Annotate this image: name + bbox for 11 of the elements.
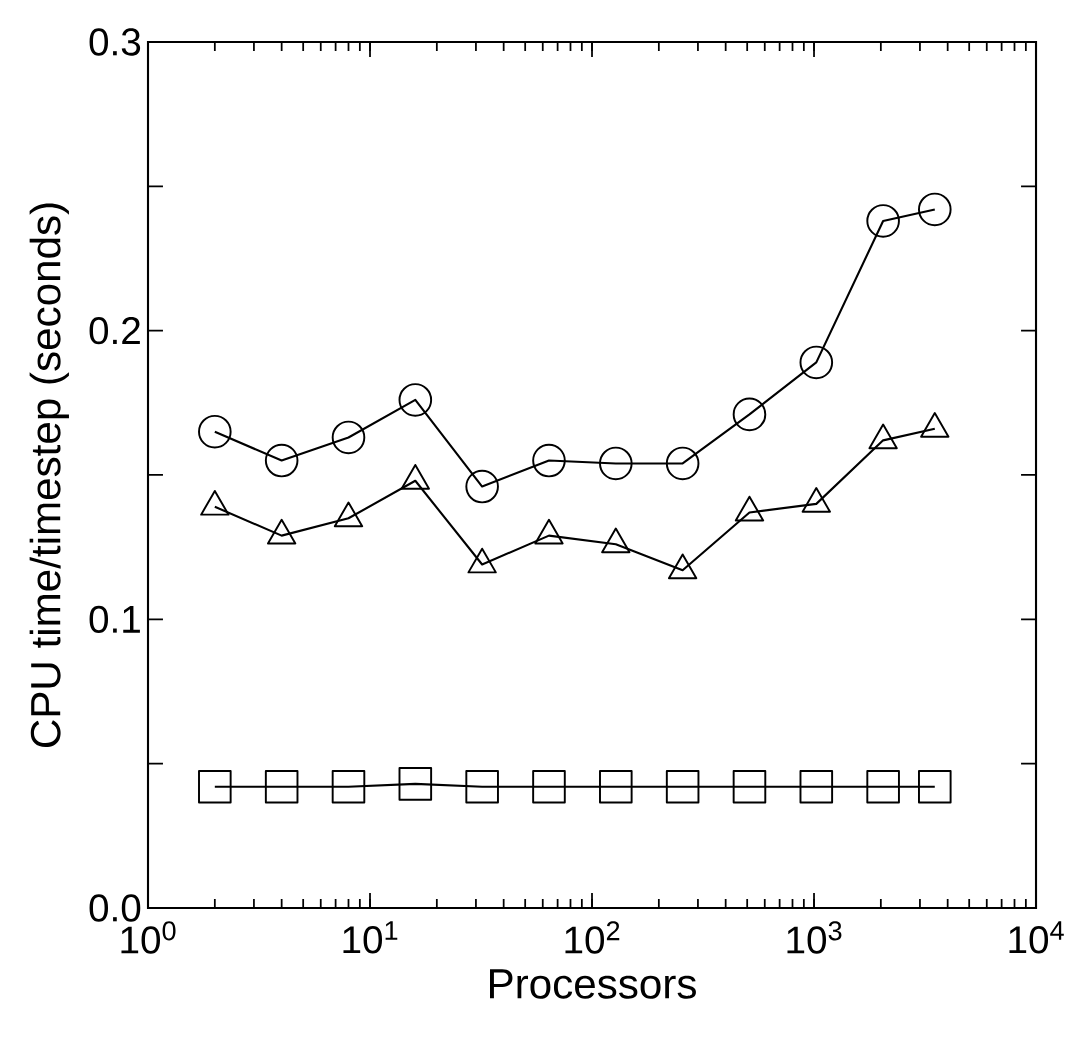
x-tick-label: 10$^{0}$ [121,921,176,954]
x-axis-title: Processors [490,969,696,999]
x-tick-label: 10$^{3}$ [787,921,842,954]
y-axis-title: CPU time/timestep (seconds) [29,203,69,748]
y-tick-label: 0.0 [89,894,141,922]
y-tick-label: 0.3 [89,28,141,56]
x-tick-label: 10$^{2}$ [565,921,620,954]
y-tick-label: 0.2 [89,316,140,345]
x-tick-label: 10$^{1}$ [343,921,398,954]
x-tick-label: 10$^{4}$ [1009,921,1064,954]
y-tick-label: 0.1 [89,605,140,634]
